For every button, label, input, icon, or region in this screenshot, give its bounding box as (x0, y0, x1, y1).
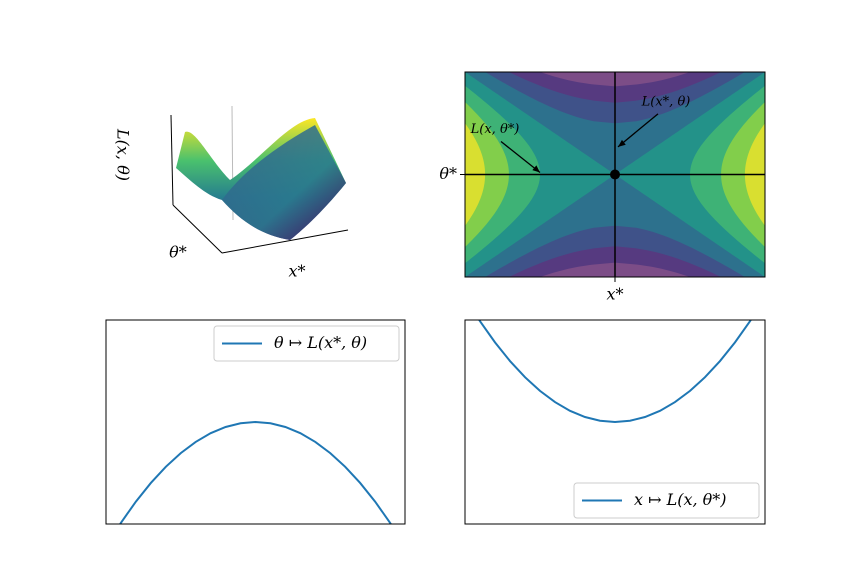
series-line (478, 320, 752, 424)
line-panel: x ↦ L(x, θ*) (464, 319, 766, 525)
legend-label: x ↦ L(x, θ*) (634, 490, 727, 509)
axis-line (172, 204, 223, 254)
axis-line (170, 114, 174, 206)
arrow-head (532, 165, 540, 173)
x-tick-label: x* (606, 285, 623, 304)
plot-frame (464, 319, 766, 525)
axis-line (221, 229, 349, 254)
annotation-arrow (500, 140, 541, 174)
x-label: x* (288, 262, 305, 281)
legend-box (573, 482, 760, 519)
series-layer (118, 420, 393, 524)
plot-frame (105, 319, 406, 525)
legend-box (213, 325, 400, 362)
saddle-point (610, 169, 620, 180)
annotation: L(x, θ*) (470, 122, 520, 137)
z-label: L(x, θ) (114, 128, 133, 181)
arrow-head (618, 139, 626, 147)
surface-panel: L(x, θ) θ* x* (114, 105, 349, 281)
series-layer (478, 320, 752, 424)
series-line (118, 420, 393, 524)
y-label: θ* (169, 243, 187, 262)
legend-label: θ ↦ L(x*, θ) (274, 333, 367, 352)
y-tick-label: θ* (439, 164, 457, 183)
surface (222, 125, 346, 240)
plot-frame (464, 71, 766, 278)
line-panel: θ ↦ L(x*, θ) (105, 319, 406, 525)
contour-panel: x* θ* L(x*, θ) L(x, θ*) (439, 71, 766, 304)
annotation-arrow (617, 113, 659, 148)
annotation: L(x*, θ) (641, 94, 691, 109)
